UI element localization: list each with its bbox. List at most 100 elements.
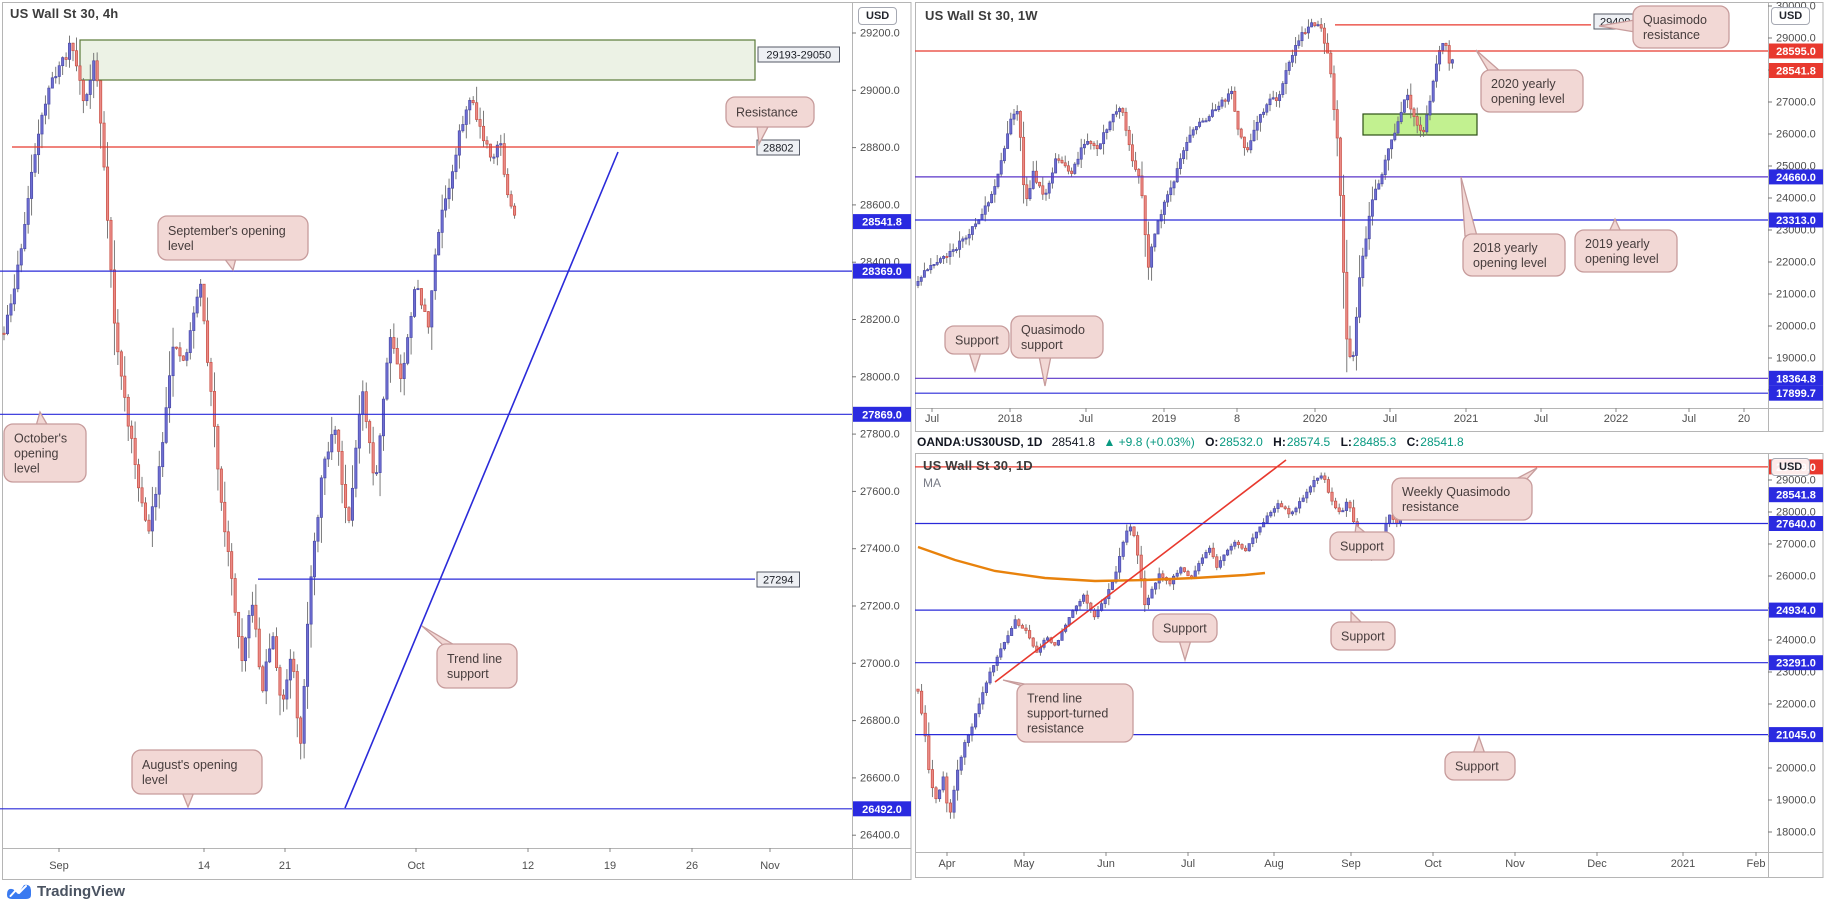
svg-text:support-turned: support-turned xyxy=(1027,706,1108,720)
svg-text:support: support xyxy=(1021,338,1063,352)
time-axis[interactable]: Apr May Jun Jul Aug Sep Oct Nov Dec 2021 Feb xyxy=(938,852,1765,870)
svg-text:26492.0: 26492.0 xyxy=(862,804,902,816)
svg-text:22000.0: 22000.0 xyxy=(1776,257,1816,269)
svg-text:Trend line: Trend line xyxy=(447,652,502,666)
annotation-callout[interactable]: Resistance xyxy=(725,96,815,147)
svg-text:2019 yearly: 2019 yearly xyxy=(1585,237,1650,251)
price-tag: 29193-29050 xyxy=(757,46,840,63)
svg-text:level: level xyxy=(14,461,40,475)
svg-text:Dec: Dec xyxy=(1587,858,1607,870)
legend-open-label: O: xyxy=(1205,435,1219,449)
svg-text:29200.0: 29200.0 xyxy=(860,28,900,40)
svg-text:Resistance: Resistance xyxy=(736,105,798,119)
svg-text:2019: 2019 xyxy=(1152,413,1176,425)
svg-text:18000.0: 18000.0 xyxy=(1776,827,1816,839)
horizontal-price-levels[interactable] xyxy=(915,466,1768,736)
horizontal-price-levels[interactable] xyxy=(0,146,852,810)
svg-text:27000.0: 27000.0 xyxy=(1776,97,1816,109)
svg-text:27000.0: 27000.0 xyxy=(860,658,900,670)
svg-text:opening level: opening level xyxy=(1473,256,1547,270)
symbol-legend[interactable]: OANDA:US30USD, 1D 28541.8 ▲ +9.8 (+0.03%… xyxy=(917,435,1464,449)
svg-text:Jun: Jun xyxy=(1097,858,1115,870)
tradingview-logo[interactable]: TradingView xyxy=(6,883,125,900)
candlestick-canvas-4h[interactable]: 29200.029000.028800.028600.028400.028200… xyxy=(0,0,912,884)
svg-text:28000.0: 28000.0 xyxy=(860,371,900,383)
annotation-callout[interactable]: Support xyxy=(1330,610,1396,651)
svg-text:21000.0: 21000.0 xyxy=(1776,289,1816,301)
svg-text:24660.0: 24660.0 xyxy=(1776,172,1816,184)
annotation-callout[interactable]: Support xyxy=(1444,735,1516,781)
svg-text:26: 26 xyxy=(686,860,698,872)
ma-indicator-label[interactable]: MA xyxy=(923,476,941,490)
svg-text:27400.0: 27400.0 xyxy=(860,543,900,555)
svg-text:20000.0: 20000.0 xyxy=(1776,763,1816,775)
svg-text:26000.0: 26000.0 xyxy=(1776,571,1816,583)
annotation-callout[interactable]: Support xyxy=(944,325,1010,374)
svg-text:May: May xyxy=(1014,858,1035,870)
svg-text:24000.0: 24000.0 xyxy=(1776,193,1816,205)
moving-average[interactable] xyxy=(917,545,1266,583)
svg-text:Jul: Jul xyxy=(1181,858,1195,870)
chart-panel-1d[interactable]: 29000.028000.027000.026000.025000.024000… xyxy=(915,452,1824,880)
svg-text:28800.0: 28800.0 xyxy=(860,142,900,154)
time-axis[interactable]: Sep 14 21 Oct 12 19 26 Nov xyxy=(49,848,780,872)
legend-open-value: 28532.0 xyxy=(1219,435,1263,449)
svg-text:24000.0: 24000.0 xyxy=(1776,635,1816,647)
trend-line-resistance[interactable] xyxy=(994,459,1287,683)
svg-text:28600.0: 28600.0 xyxy=(860,199,900,211)
svg-text:2021: 2021 xyxy=(1454,413,1478,425)
svg-text:19000.0: 19000.0 xyxy=(1776,353,1816,365)
legend-last-price: 28541.8 xyxy=(1051,435,1096,449)
svg-text:21: 21 xyxy=(279,860,291,872)
svg-text:Quasimodo: Quasimodo xyxy=(1021,323,1085,337)
svg-text:Jul: Jul xyxy=(1534,413,1548,425)
svg-text:opening: opening xyxy=(14,446,59,460)
svg-text:level: level xyxy=(168,239,194,253)
svg-text:20000.0: 20000.0 xyxy=(1776,321,1816,333)
trend-line-support[interactable] xyxy=(344,151,619,809)
svg-text:8: 8 xyxy=(1234,413,1240,425)
currency-badge[interactable]: USD xyxy=(1771,458,1811,476)
chart-title-4h: US Wall St 30, 4h xyxy=(10,6,119,21)
svg-text:26400.0: 26400.0 xyxy=(860,830,900,842)
svg-text:Jul: Jul xyxy=(925,413,939,425)
svg-text:Sep: Sep xyxy=(49,860,69,872)
panel-frame xyxy=(2,2,912,880)
svg-text:28541.8: 28541.8 xyxy=(1776,66,1816,78)
svg-text:14: 14 xyxy=(198,860,210,872)
time-axis[interactable]: Jul 2018 Jul 2019 8 2020 Jul 2021 Jul 2022 Jul 20 xyxy=(925,408,1750,425)
panel-frame xyxy=(915,453,1824,878)
svg-text:28000.0: 28000.0 xyxy=(1776,507,1816,519)
horizontal-price-levels[interactable] xyxy=(915,24,1768,394)
legend-symbol[interactable]: OANDA:US30USD, 1D xyxy=(917,435,1043,449)
annotation-callout[interactable]: Support xyxy=(1152,613,1218,663)
candlestick-canvas-1d[interactable]: 29000.028000.027000.026000.025000.024000… xyxy=(915,452,1824,880)
supply-demand-zone[interactable] xyxy=(79,39,756,81)
currency-badge[interactable]: USD xyxy=(858,7,898,25)
svg-text:22000.0: 22000.0 xyxy=(1776,699,1816,711)
currency-badge[interactable]: USD xyxy=(1771,7,1811,25)
chart-panel-1w[interactable]: 30000.029000.028000.027000.026000.025000… xyxy=(915,0,1824,434)
chart-panel-4h[interactable]: 29200.0 29000.0 28800.0 28600.0 28400.0 28200… xyxy=(0,0,912,884)
tradingview-logo-icon xyxy=(7,884,31,899)
price-scale[interactable]: 29200.029000.028800.028600.028400.028200… xyxy=(852,28,900,842)
annotation-callout[interactable]: Support xyxy=(1329,523,1395,561)
legend-low-label: L: xyxy=(1340,435,1352,449)
candlestick-canvas-1w[interactable]: 30000.029000.028000.027000.026000.025000… xyxy=(915,0,1824,434)
svg-text:19000.0: 19000.0 xyxy=(1776,795,1816,807)
svg-text:2020: 2020 xyxy=(1303,413,1327,425)
legend-high-value: 28574.5 xyxy=(1286,435,1331,449)
svg-text:resistance: resistance xyxy=(1402,500,1459,514)
